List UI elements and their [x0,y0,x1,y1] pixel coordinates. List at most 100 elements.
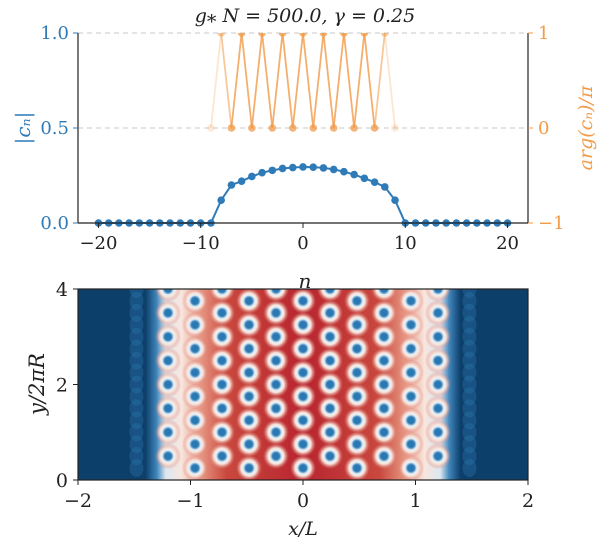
edge-ripple [129,435,144,454]
phase-point [391,124,399,132]
vortex-core [434,289,442,293]
edge-ripple [462,315,477,334]
vortex-core [434,429,442,436]
edge-ripple [462,291,477,310]
phase-point [268,124,277,132]
edge-ripples [129,289,477,478]
vortex-core [272,289,280,293]
vortex-core [434,452,442,460]
vortex-core [299,393,307,400]
phase-line-segment [302,33,315,129]
vortex-core [299,464,307,472]
edge-ripple [129,459,144,478]
vortex-core [245,321,253,329]
x-tick-label: −20 [79,233,117,254]
magnitude-point [381,183,389,191]
magnitude-point [248,172,256,181]
phase-point [299,33,307,37]
y-tick-label: 0.5 [40,118,69,139]
vortex-core [245,369,253,376]
edge-ripple [462,435,477,454]
heatmap-image [78,289,528,480]
vortex-core [218,357,226,364]
vortex-core [434,381,442,388]
vortex-core [164,333,172,340]
phase-line-segment [281,33,294,129]
x-axis-label-n: n [299,269,312,293]
magnitude-point [309,163,318,171]
edge-ripple [129,387,144,406]
magnitude-point [258,168,266,177]
phase-line-segment [240,33,253,129]
vortex-core [353,345,361,352]
magnitude-point [299,163,307,171]
magnitude-phase-panel: g⁎ N = 500.0, γ = 0.25 −20 −10 0 10 20 0.00.… [11,5,597,293]
y-ticks-right: −1 0 1 [528,23,565,234]
vortex-core [245,464,253,472]
vortex-core [407,297,415,305]
phase-point [217,33,225,37]
vortex-core [434,309,442,317]
magnitude-point [340,167,348,176]
magnitude-point [350,170,358,179]
edge-ripple [462,423,477,442]
magnitude-point [268,166,277,175]
vortex-core [272,357,280,364]
vortex-core [407,440,415,448]
vortex-core [326,309,334,317]
phase-line-segment [383,33,396,129]
vortex-core [245,440,253,448]
vortex-core [407,321,415,329]
vortex-core [272,405,280,412]
vortex-core [191,393,199,400]
vortex-core [407,464,415,472]
vortex-core [407,417,415,424]
edge-ripple [129,423,144,442]
x-tick-label: −1 [176,490,204,512]
phase-line-segment [332,33,345,129]
edge-ripple [462,399,477,418]
y2-tick-label: 1 [538,23,549,44]
phase-line-segment [322,33,335,129]
y2-tick-label: 0 [538,118,549,139]
vortex-halo [155,289,181,302]
phase-line-segment [353,33,366,129]
phase-point [278,33,287,37]
vortex-core [245,417,253,424]
phase-line-segment [291,33,304,129]
phase-line-segment [220,33,233,129]
vortex-core [218,452,226,460]
vortex-core [353,393,361,400]
y2-tick-label: −1 [538,213,565,234]
vortex-core [191,369,199,376]
vortex-core [326,405,334,412]
vortex-core [299,369,307,376]
edge-ripple [129,351,144,370]
x-axis-label-x-over-L: x/L [288,518,318,540]
edge-ripple [462,459,477,478]
vortex-halo [317,289,343,302]
vortex-core [380,333,388,340]
vortex-core [299,321,307,329]
y-tick-label: 4 [56,279,68,301]
phase-point [207,124,215,132]
vortex-core [299,440,307,448]
vortex-halo [209,289,235,302]
vortex-core [407,369,415,376]
vortex-core [191,464,199,472]
edge-ripple [129,447,144,466]
vortex-core [326,289,334,293]
magnitude-point [329,165,338,174]
vortex-core [380,452,388,460]
vortex-core [245,345,253,352]
vortex-core [353,369,361,376]
vortex-halo [425,289,451,302]
vortex-core [191,321,199,329]
vortex-halo [371,289,397,302]
y2-axis-label-phase: arg(cₙ)/π [575,85,597,170]
vortex-core [380,289,388,293]
edge-ripple [462,327,477,346]
vortex-core [191,345,199,352]
magnitude-point [391,196,399,204]
